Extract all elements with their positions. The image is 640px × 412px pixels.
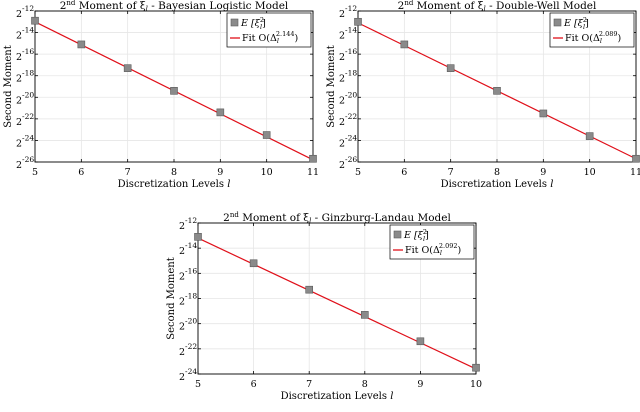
y-tick-label: 2-24 [179,367,197,383]
x-tick-label: 6 [401,167,407,178]
x-tick-label: 8 [494,167,500,178]
legend-entry-data: E [ξ2 l] [240,16,266,31]
legend-entry-fit: Fit O(Δl2.089) [565,30,621,45]
legend: E [ξ2 l]Fit O(Δl2.092) [389,224,475,260]
y-tick-label: 2-16 [339,47,357,63]
data-point [31,16,39,25]
x-tick-label: 10 [261,167,273,178]
y-axis-label: Second Moment [3,45,14,128]
x-tick-label: 11 [630,167,640,178]
y-tick-label: 2-22 [16,112,34,128]
legend-marker-swatch [230,18,239,27]
chart-title: 2nd Moment of ξl - Bayesian Logistic Mod… [60,0,289,13]
x-tick-label: 6 [251,379,257,390]
data-point [216,108,225,117]
x-tick-label: 8 [171,167,177,178]
data-point [170,87,178,95]
x-tick-label: 10 [470,379,482,390]
y-tick-label: 2-20 [339,90,357,106]
legend-marker-swatch [553,18,562,27]
data-point [446,64,455,72]
legend-entry-data: E [ξ2 l] [403,228,429,243]
data-point [305,285,314,294]
x-tick-label: 9 [217,167,223,178]
y-tick-label: 2-14 [179,241,197,257]
data-point [123,64,132,72]
data-point [249,259,258,268]
y-tick-label: 2-14 [339,26,357,42]
chart-1: 5 6 7 8 9 10 11 2-26 2-24 2-22 2-20 2-18 2-16 2-14 2-1… [3,0,319,190]
data-point [309,154,317,163]
y-tick-label: 2-16 [179,266,197,282]
y-tick-label: 2-26 [339,155,357,171]
legend-box [389,224,475,260]
x-tick-label: 5 [32,167,38,178]
x-tick-label: 6 [78,167,84,178]
y-axis-label: Second Moment [166,257,177,340]
x-tick-label: 7 [125,167,131,178]
data-point [472,363,480,372]
y-tick-label: 2-14 [16,26,34,42]
chart-2: 5 6 7 8 9 10 11 2-26 2-24 2-22 2-20 2-18 2-16 2-14 2-1… [326,0,640,190]
x-axis-label: Discretization Levels l [281,391,394,402]
x-tick-label: 5 [355,167,361,178]
x-tick-label: 9 [540,167,546,178]
x-tick-label: 5 [195,379,201,390]
data-point [632,154,640,163]
y-tick-label: 2-22 [339,112,357,128]
data-point [539,109,548,118]
data-point [262,131,271,139]
legend-box [226,12,312,48]
x-tick-label: 10 [584,167,596,178]
legend-entry-fit: Fit O(Δl2.092) [405,242,461,257]
y-tick-label: 2-18 [339,69,357,85]
y-tick-label: 2-12 [339,4,357,20]
y-tick-label: 2-18 [179,292,197,308]
chart-title: 2nd Moment of ξl - Ginzburg-Landau Model [223,211,451,225]
x-tick-label: 7 [306,379,312,390]
fit-line [197,237,477,370]
x-axis-label: Discretization Levels l [118,179,231,190]
legend: E [ξ2 l]Fit O(Δl2.144) [226,12,312,48]
y-tick-label: 2-18 [16,69,34,85]
y-tick-label: 2-26 [16,155,34,171]
y-tick-label: 2-22 [179,342,197,358]
x-tick-label: 8 [362,379,368,390]
y-tick-label: 2-20 [179,317,197,333]
legend: E [ξ2 l]Fit O(Δl2.089) [549,12,635,48]
chart-title: 2nd Moment of ξl - Double-Well Model [398,0,597,13]
data-point [400,40,409,49]
data-point [354,17,362,26]
x-axis-label: Discretization Levels l [441,179,554,190]
data-point [493,87,501,95]
data-point [360,311,369,319]
x-tick-label: 11 [307,167,319,178]
legend-entry-fit: Fit O(Δl2.144) [242,30,298,45]
y-tick-label: 2-20 [16,90,34,106]
y-tick-label: 2-12 [16,4,34,20]
y-tick-label: 2-16 [16,47,34,63]
data-point [585,132,594,140]
legend-entry-data: E [ξ2 l] [563,16,589,31]
legend-marker-swatch [393,230,402,239]
y-axis-label: Second Moment [326,45,337,128]
data-point [194,233,202,241]
data-point [416,337,425,346]
data-point [77,40,86,49]
legend-box [549,12,635,48]
x-tick-label: 7 [448,167,454,178]
y-tick-label: 2-24 [339,133,357,149]
y-tick-label: 2-24 [16,133,34,149]
x-tick-label: 9 [417,379,423,390]
y-tick-label: 2-12 [179,216,197,232]
chart-3: 5 6 7 8 9 10 2-24 2-22 2-20 2-18 2-16 2-14 2-12 2nd M… [166,211,482,402]
